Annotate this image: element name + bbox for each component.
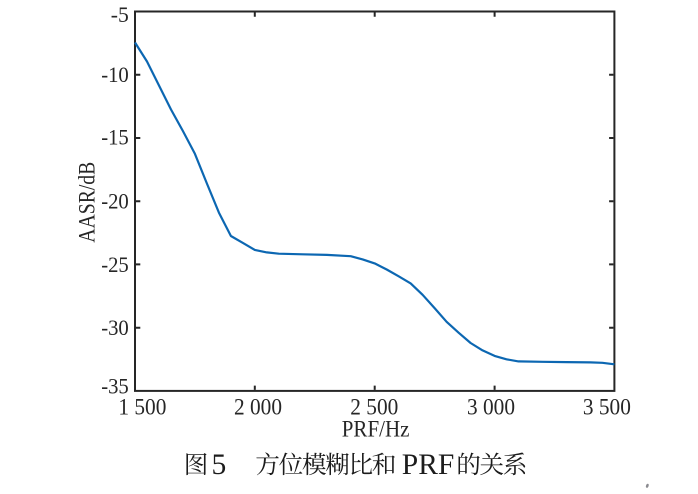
svg-text:-20: -20: [101, 189, 129, 214]
svg-text:-5: -5: [111, 2, 129, 27]
svg-text:-30: -30: [101, 315, 129, 340]
svg-text:PRF/Hz: PRF/Hz: [342, 416, 410, 441]
svg-text:-25: -25: [101, 252, 129, 277]
svg-text:1 500: 1 500: [118, 395, 166, 421]
svg-text:AASR/dB: AASR/dB: [74, 162, 99, 243]
svg-text:PRF: PRF: [402, 449, 455, 481]
svg-text:2 500: 2 500: [350, 395, 398, 421]
svg-text:5: 5: [212, 449, 227, 481]
svg-text:-35: -35: [101, 373, 129, 398]
svg-text:2 000: 2 000: [234, 395, 282, 421]
svg-text:-15: -15: [101, 125, 129, 150]
svg-text:-10: -10: [101, 62, 129, 87]
svg-text:3 000: 3 000: [467, 395, 515, 421]
svg-text:3 500: 3 500: [583, 395, 631, 421]
